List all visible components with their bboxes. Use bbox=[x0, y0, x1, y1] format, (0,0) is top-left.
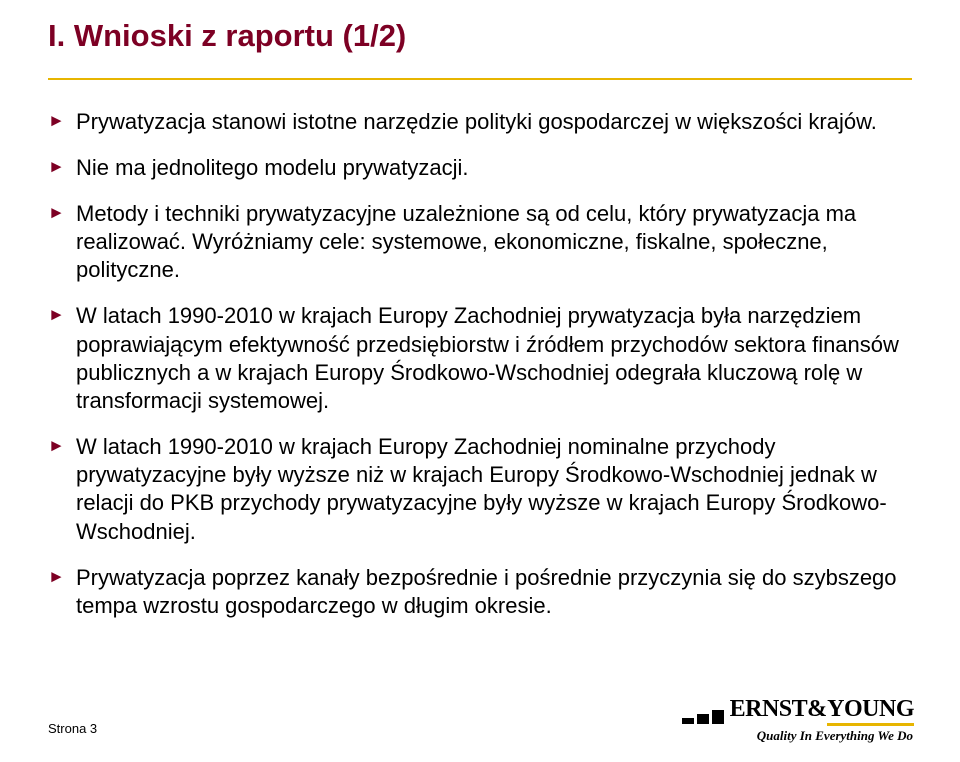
ey-young: YOUNG bbox=[827, 696, 914, 726]
list-item: Metody i techniki prywatyzacyjne uzależn… bbox=[48, 200, 912, 284]
ey-tagline: Quality In Everything We Do bbox=[682, 728, 914, 744]
list-item: W latach 1990-2010 w krajach Europy Zach… bbox=[48, 433, 912, 546]
ey-ampersand: & bbox=[807, 696, 827, 723]
list-item: W latach 1990-2010 w krajach Europy Zach… bbox=[48, 302, 912, 415]
list-item: Prywatyzacja stanowi istotne narzędzie p… bbox=[48, 108, 912, 136]
page-number: Strona 3 bbox=[48, 721, 97, 736]
slide: I. Wnioski z raportu (1/2) Prywatyzacja … bbox=[0, 0, 960, 762]
ey-bars-icon bbox=[682, 710, 724, 726]
ey-logo: ERNST & YOUNG bbox=[682, 696, 914, 726]
page-title: I. Wnioski z raportu (1/2) bbox=[48, 18, 912, 54]
ey-logo-block: ERNST & YOUNG Quality In Everything We D… bbox=[682, 696, 914, 744]
list-item: Nie ma jednolitego modelu prywatyzacji. bbox=[48, 154, 912, 182]
ey-wordmark: ERNST & YOUNG bbox=[730, 696, 914, 726]
title-divider bbox=[48, 78, 912, 80]
bullet-list: Prywatyzacja stanowi istotne narzędzie p… bbox=[48, 108, 912, 620]
list-item: Prywatyzacja poprzez kanały bezpośrednie… bbox=[48, 564, 912, 620]
ey-ernst: ERNST bbox=[730, 696, 808, 723]
